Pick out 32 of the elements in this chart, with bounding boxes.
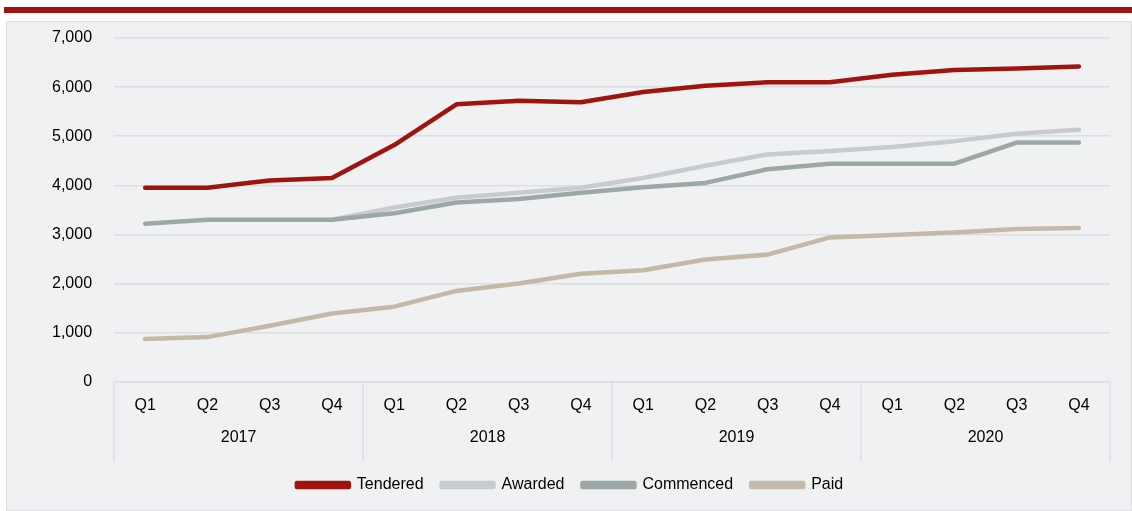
text: 2018 — [469, 428, 506, 446]
y-tick-label: 4,000 — [51, 175, 93, 193]
legend-label: Awarded — [501, 475, 565, 493]
x-tick-label: Q1 — [383, 395, 405, 413]
legend-label: Paid — [811, 475, 844, 493]
x-tick-label: Q3 — [1005, 395, 1028, 413]
text: 2017 — [220, 428, 257, 446]
x-tick-label: Q3 — [756, 395, 779, 413]
legend-label: Commenced — [642, 475, 734, 493]
y-tick-label: 0 — [83, 372, 93, 390]
x-tick-label: Q3 — [507, 395, 530, 413]
text: 2019 — [718, 428, 755, 446]
x-tick-label: Q1 — [134, 395, 156, 413]
y-tick-label: 2,000 — [51, 273, 93, 291]
x-tick-label: Q1 — [632, 395, 654, 413]
legend-label: Tendered — [356, 475, 424, 493]
x-tick-label: Q2 — [445, 395, 468, 413]
x-tick-label: Q2 — [196, 395, 219, 413]
text: 2020 — [967, 428, 1004, 446]
y-tick-label: 5,000 — [51, 126, 93, 144]
x-tick-label: Q2 — [943, 395, 966, 413]
y-tick-label: 7,000 — [51, 28, 93, 46]
x-tick-label: Q4 — [819, 395, 841, 413]
y-tick-label: 6,000 — [51, 77, 93, 95]
y-tick-label: 1,000 — [51, 323, 93, 341]
x-tick-label: Q1 — [881, 395, 903, 413]
x-tick-label: Q4 — [321, 395, 343, 413]
x-tick-label: Q2 — [694, 395, 717, 413]
y-tick-label: 3,000 — [51, 224, 93, 242]
x-tick-label: Q4 — [1068, 395, 1090, 413]
x-tick-label: Q4 — [570, 395, 592, 413]
x-tick-label: Q3 — [258, 395, 281, 413]
